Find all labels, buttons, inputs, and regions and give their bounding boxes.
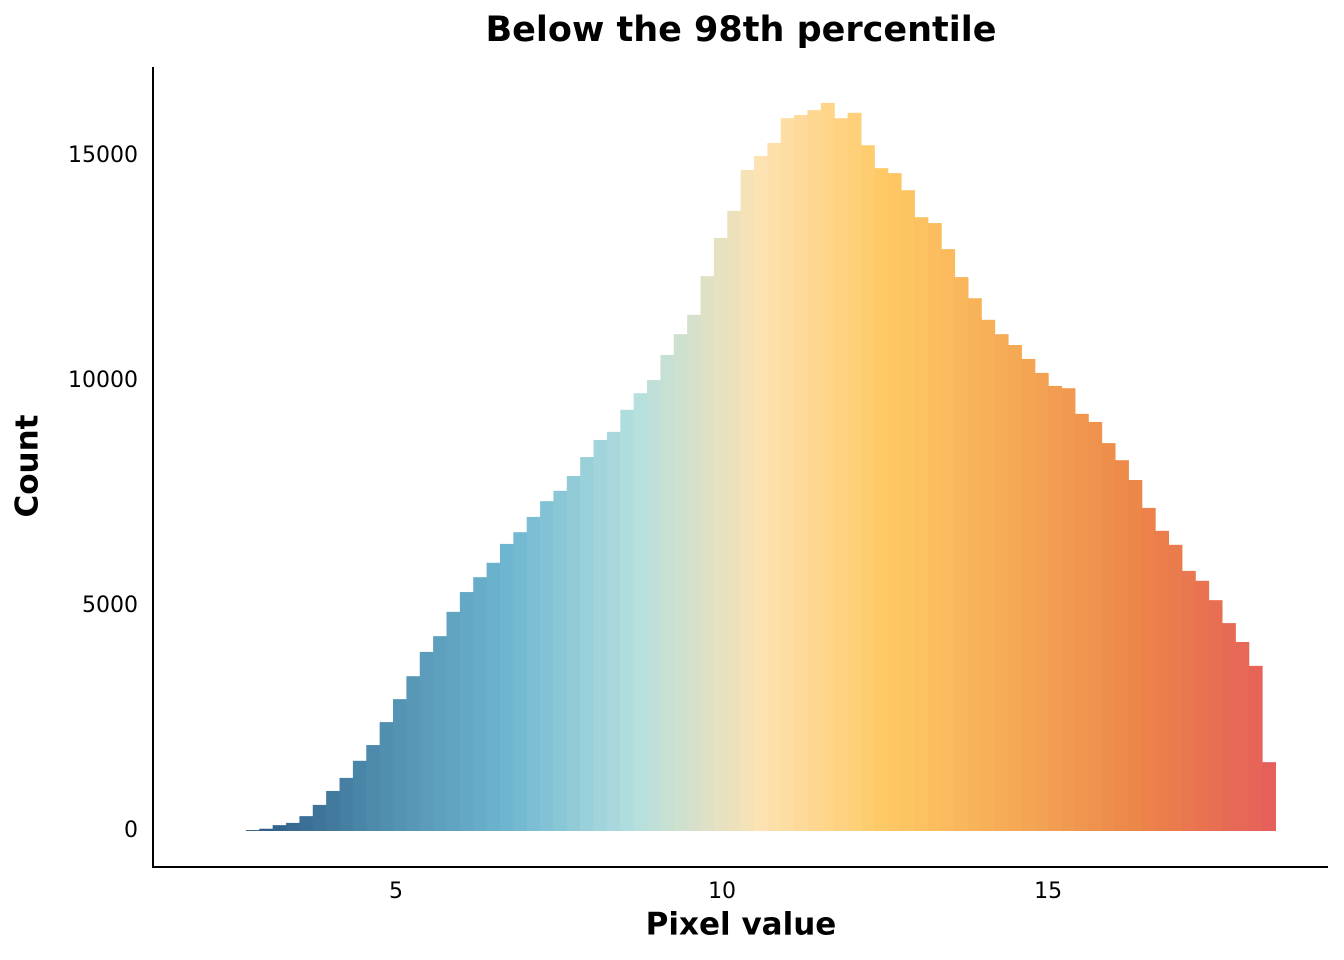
bar bbox=[807, 110, 822, 831]
bar bbox=[1101, 443, 1116, 831]
bar bbox=[713, 237, 728, 831]
bar bbox=[526, 516, 541, 831]
bar bbox=[967, 298, 982, 831]
bar bbox=[245, 830, 260, 831]
bar bbox=[754, 156, 768, 831]
bar bbox=[927, 223, 942, 831]
bar bbox=[887, 173, 902, 831]
bar bbox=[1034, 372, 1049, 831]
bar bbox=[941, 249, 956, 831]
bar bbox=[299, 816, 314, 831]
x-tick-label: 5 bbox=[389, 879, 403, 904]
bar bbox=[352, 760, 367, 831]
bar bbox=[834, 118, 849, 831]
bar bbox=[1155, 530, 1170, 831]
y-axis-title: Count bbox=[10, 414, 46, 517]
bar bbox=[1248, 665, 1263, 831]
y-tick-label: 10000 bbox=[68, 368, 138, 393]
bar bbox=[1048, 385, 1063, 831]
bar bbox=[419, 651, 434, 831]
y-tick-label: 0 bbox=[124, 818, 138, 843]
bar bbox=[1208, 600, 1223, 831]
bar bbox=[794, 115, 809, 831]
bar bbox=[326, 790, 341, 831]
bar bbox=[446, 611, 461, 831]
bar bbox=[393, 699, 407, 831]
bar bbox=[1074, 413, 1089, 831]
bar bbox=[1008, 345, 1022, 831]
bar bbox=[272, 825, 287, 831]
bar bbox=[780, 118, 795, 831]
bar bbox=[1088, 421, 1103, 831]
bar bbox=[580, 457, 595, 831]
bar bbox=[606, 431, 621, 831]
bar bbox=[914, 217, 929, 831]
bar bbox=[954, 277, 969, 831]
bar bbox=[286, 822, 300, 831]
bar bbox=[660, 354, 675, 831]
bar bbox=[901, 190, 915, 831]
bar bbox=[994, 334, 1009, 831]
bar bbox=[406, 676, 421, 831]
y-tick-label: 5000 bbox=[82, 593, 138, 618]
bar bbox=[767, 142, 782, 831]
bar bbox=[1141, 507, 1156, 831]
x-tick-label: 15 bbox=[1034, 879, 1062, 904]
bar bbox=[860, 145, 875, 831]
x-axis-title: Pixel value bbox=[646, 907, 837, 943]
bar bbox=[687, 314, 702, 831]
bar bbox=[593, 439, 608, 831]
bar bbox=[700, 276, 715, 831]
bar bbox=[486, 562, 501, 831]
bar bbox=[1061, 388, 1076, 831]
bar bbox=[339, 777, 354, 831]
bar bbox=[553, 490, 568, 831]
bar bbox=[620, 409, 635, 831]
bar bbox=[473, 577, 488, 831]
bar bbox=[540, 501, 554, 831]
bar bbox=[1235, 641, 1250, 831]
bar bbox=[379, 722, 394, 831]
bar bbox=[1181, 570, 1196, 831]
bar bbox=[259, 828, 274, 831]
bar bbox=[673, 334, 688, 831]
bar bbox=[499, 543, 514, 831]
y-tick-label: 15000 bbox=[68, 143, 138, 168]
bar bbox=[1195, 580, 1210, 831]
bar bbox=[1222, 623, 1236, 831]
chart-title: Below the 98th percentile bbox=[485, 10, 996, 50]
bar bbox=[433, 636, 447, 831]
bar bbox=[1128, 479, 1143, 831]
plot-area bbox=[245, 102, 1276, 831]
bar bbox=[647, 380, 661, 831]
bar bbox=[513, 532, 528, 831]
bar bbox=[1168, 544, 1183, 831]
bar bbox=[874, 168, 889, 831]
bar bbox=[1262, 762, 1276, 831]
bar bbox=[1021, 358, 1036, 831]
bar bbox=[727, 210, 742, 831]
bar bbox=[312, 804, 327, 831]
bar bbox=[566, 475, 581, 831]
bar bbox=[1115, 460, 1129, 831]
bar bbox=[981, 319, 996, 831]
bar bbox=[740, 169, 755, 831]
bar bbox=[847, 112, 862, 831]
bar bbox=[820, 102, 835, 831]
x-tick-label: 10 bbox=[708, 879, 736, 904]
bar bbox=[366, 745, 381, 831]
bar bbox=[459, 592, 474, 831]
bar bbox=[633, 393, 648, 831]
